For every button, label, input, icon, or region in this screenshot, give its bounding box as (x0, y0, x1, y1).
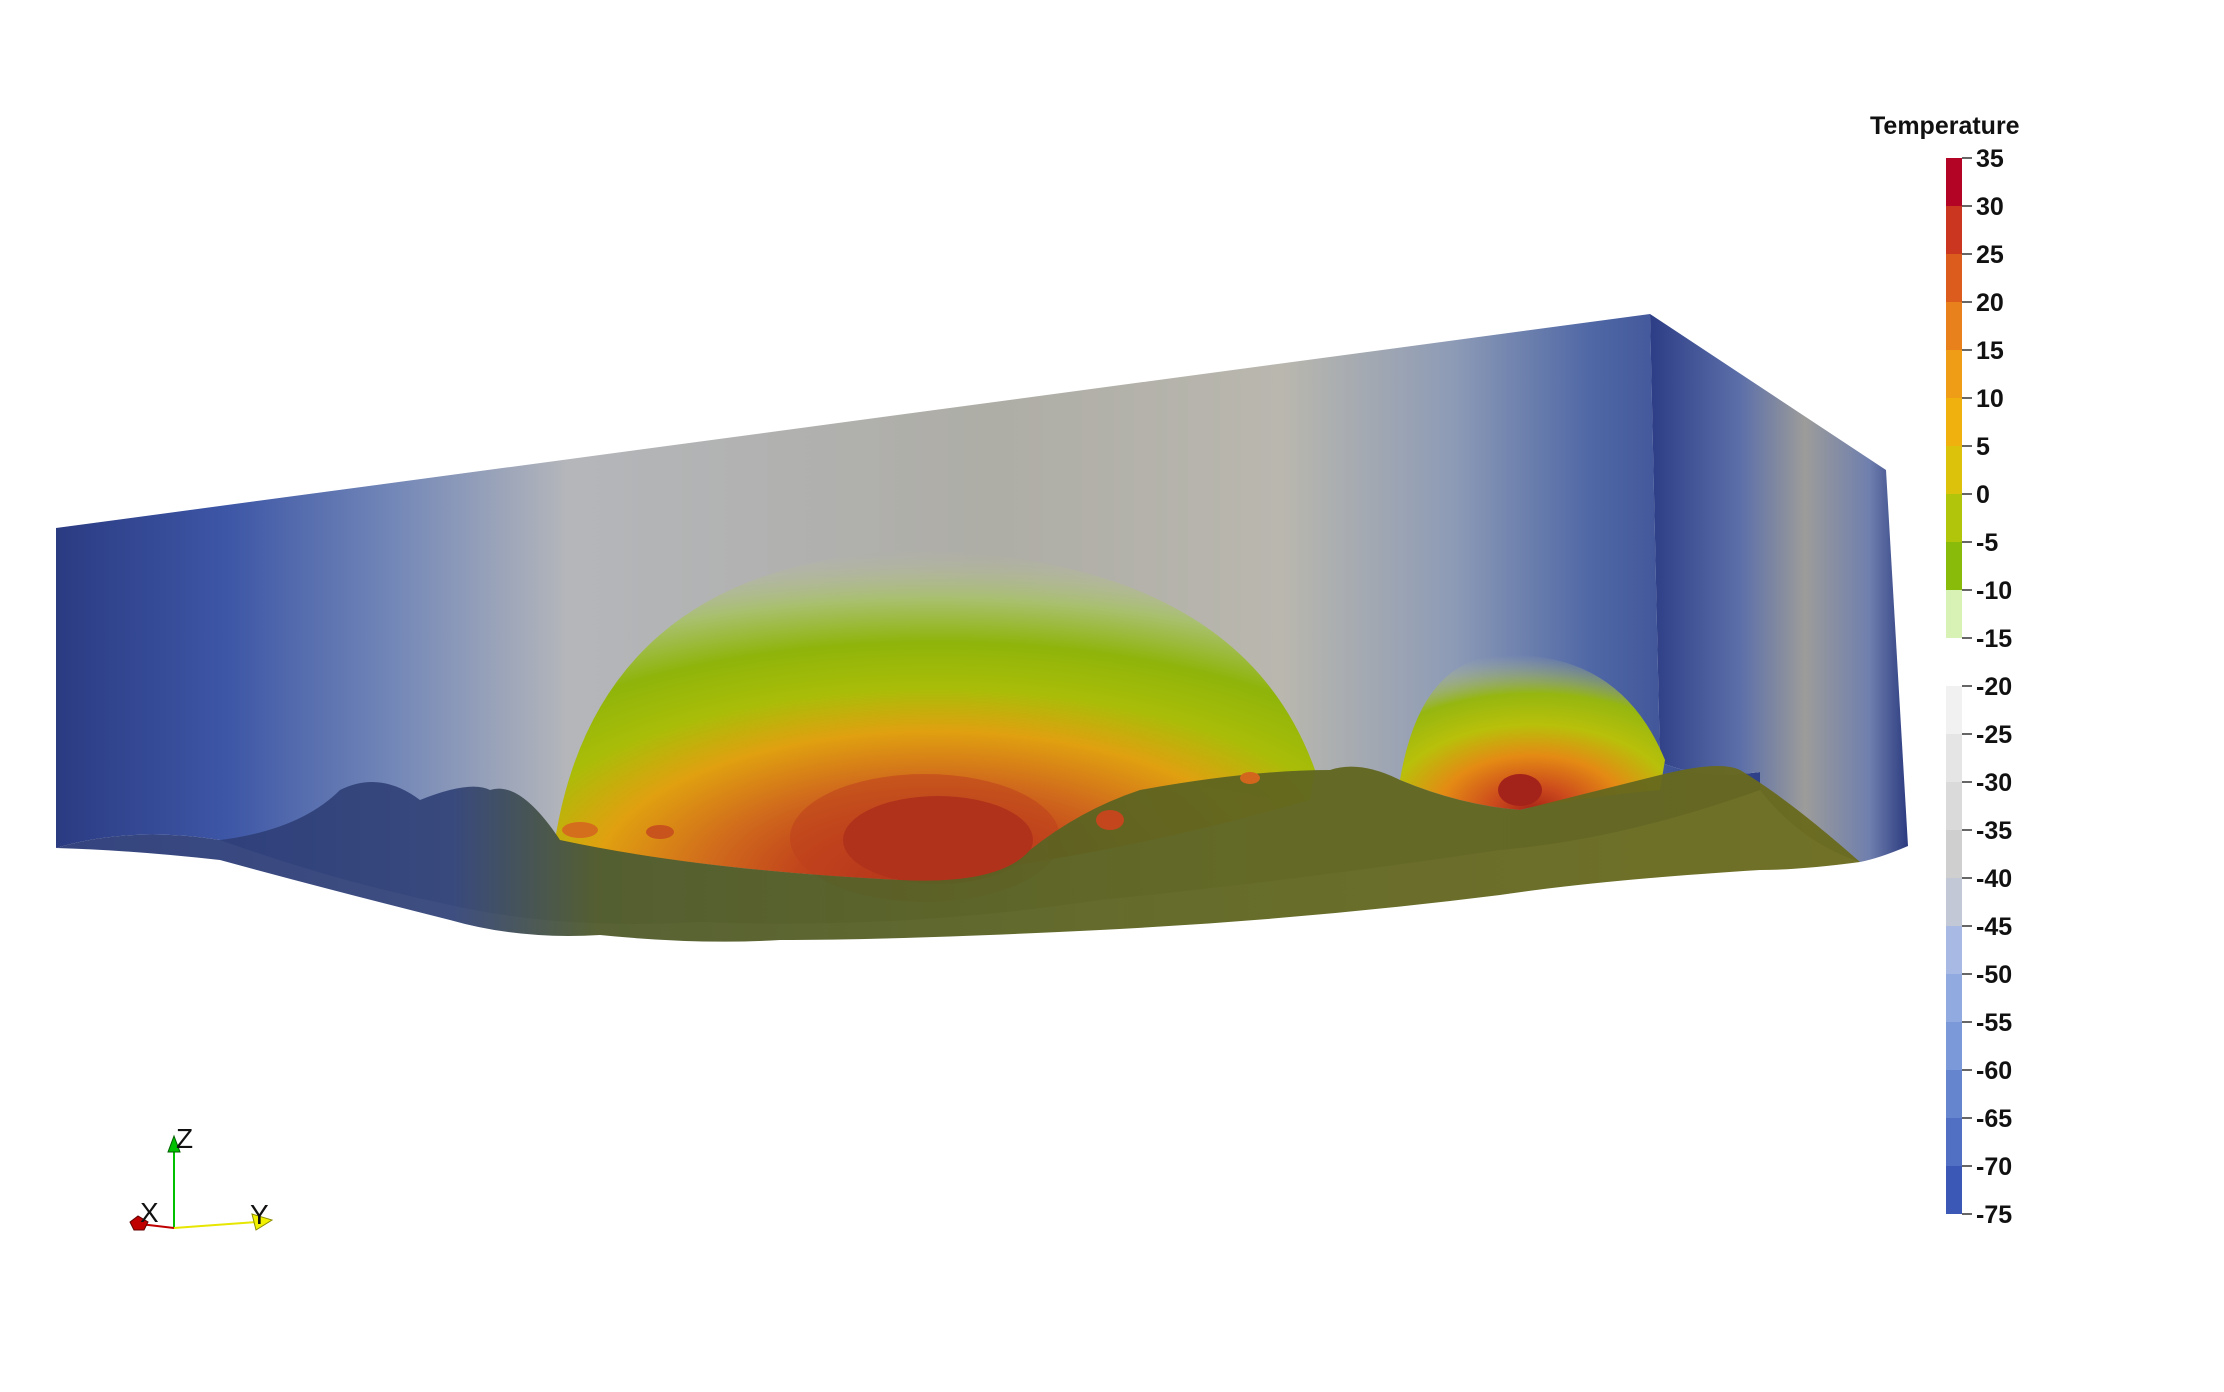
legend-swatch (1946, 638, 1962, 686)
legend-swatch (1946, 206, 1962, 254)
legend-tick-label: -70 (1976, 1153, 2012, 1181)
legend-tick-label: 10 (1976, 385, 2004, 413)
legend-swatch (1946, 398, 1962, 446)
legend-title: Temperature (1870, 112, 2020, 140)
legend-swatch (1946, 1022, 1962, 1070)
legend-tick-label: -50 (1976, 961, 2012, 989)
legend-tick-label: -40 (1976, 865, 2012, 893)
legend-tick-label: -65 (1976, 1105, 2012, 1133)
z-axis-arrow (167, 1134, 181, 1153)
legend-swatch (1946, 734, 1962, 782)
legend-swatch (1946, 878, 1962, 926)
hot-plume-secondary (1400, 654, 1665, 810)
legend-swatches (1946, 158, 1962, 1214)
legend-swatch (1946, 1070, 1962, 1118)
y-axis-label: Y (250, 1199, 269, 1230)
domain-side-face (1650, 314, 1908, 862)
legend-tick-label: -5 (1976, 529, 1998, 557)
legend-tick-label: -35 (1976, 817, 2012, 845)
legend-swatch (1946, 158, 1962, 206)
hot-core-ring (790, 774, 1060, 902)
hot-core-secondary (1498, 774, 1542, 806)
legend-swatch (1946, 974, 1962, 1022)
legend-swatch (1946, 1118, 1962, 1166)
legend-tick-label: -20 (1976, 673, 2012, 701)
legend-swatch (1946, 542, 1962, 590)
y-axis-arrow (251, 1213, 274, 1231)
legend-swatch (1946, 446, 1962, 494)
legend-tick-label: 15 (1976, 337, 2004, 365)
legend-tick-label: 5 (1976, 433, 1990, 461)
legend-swatch (1946, 926, 1962, 974)
legend-swatch (1946, 686, 1962, 734)
color-legend: Temperature 35 30 25 20 15 10 5 0 -5 -10 -15 -20 -25… (1870, 112, 2020, 1229)
legend-tick-label: -75 (1976, 1201, 2012, 1229)
legend-swatch (1946, 302, 1962, 350)
legend-tick-label: -15 (1976, 625, 2012, 653)
legend-tick-label: -45 (1976, 913, 2012, 941)
legend-swatch (1946, 830, 1962, 878)
legend-swatch (1946, 350, 1962, 398)
terrain-surface (56, 766, 1860, 942)
legend-tick-label: 25 (1976, 241, 2004, 269)
legend-tick-label: -25 (1976, 721, 2012, 749)
y-axis-line (173, 1221, 257, 1229)
warm-spot-2 (646, 825, 674, 839)
legend-tick-label: 30 (1976, 193, 2004, 221)
legend-ticks: 35 30 25 20 15 10 5 0 -5 -10 -15 -20 -25 -30 -35 -40 -45… (1962, 145, 2012, 1229)
legend-tick-label: 35 (1976, 145, 2004, 173)
x-axis-label: X (140, 1197, 159, 1228)
legend-swatch (1946, 254, 1962, 302)
warm-spot-3 (1096, 810, 1124, 830)
orientation-axes[interactable]: Z Y X (110, 1118, 330, 1258)
legend-tick-label: -30 (1976, 769, 2012, 797)
legend-tick-label: -10 (1976, 577, 2012, 605)
legend-tick-label: -60 (1976, 1057, 2012, 1085)
legend-tick-label: 0 (1976, 481, 1990, 509)
legend-swatch (1946, 590, 1962, 638)
legend-swatch (1946, 782, 1962, 830)
warm-spot-1 (562, 822, 598, 838)
legend-swatch (1946, 494, 1962, 542)
warm-spot-4 (1240, 772, 1260, 784)
z-axis-label: Z (176, 1123, 193, 1154)
legend-swatch (1946, 1166, 1962, 1214)
legend-tick-label: -55 (1976, 1009, 2012, 1037)
legend-tick-label: 20 (1976, 289, 2004, 317)
x-axis-arrow (129, 1215, 149, 1231)
